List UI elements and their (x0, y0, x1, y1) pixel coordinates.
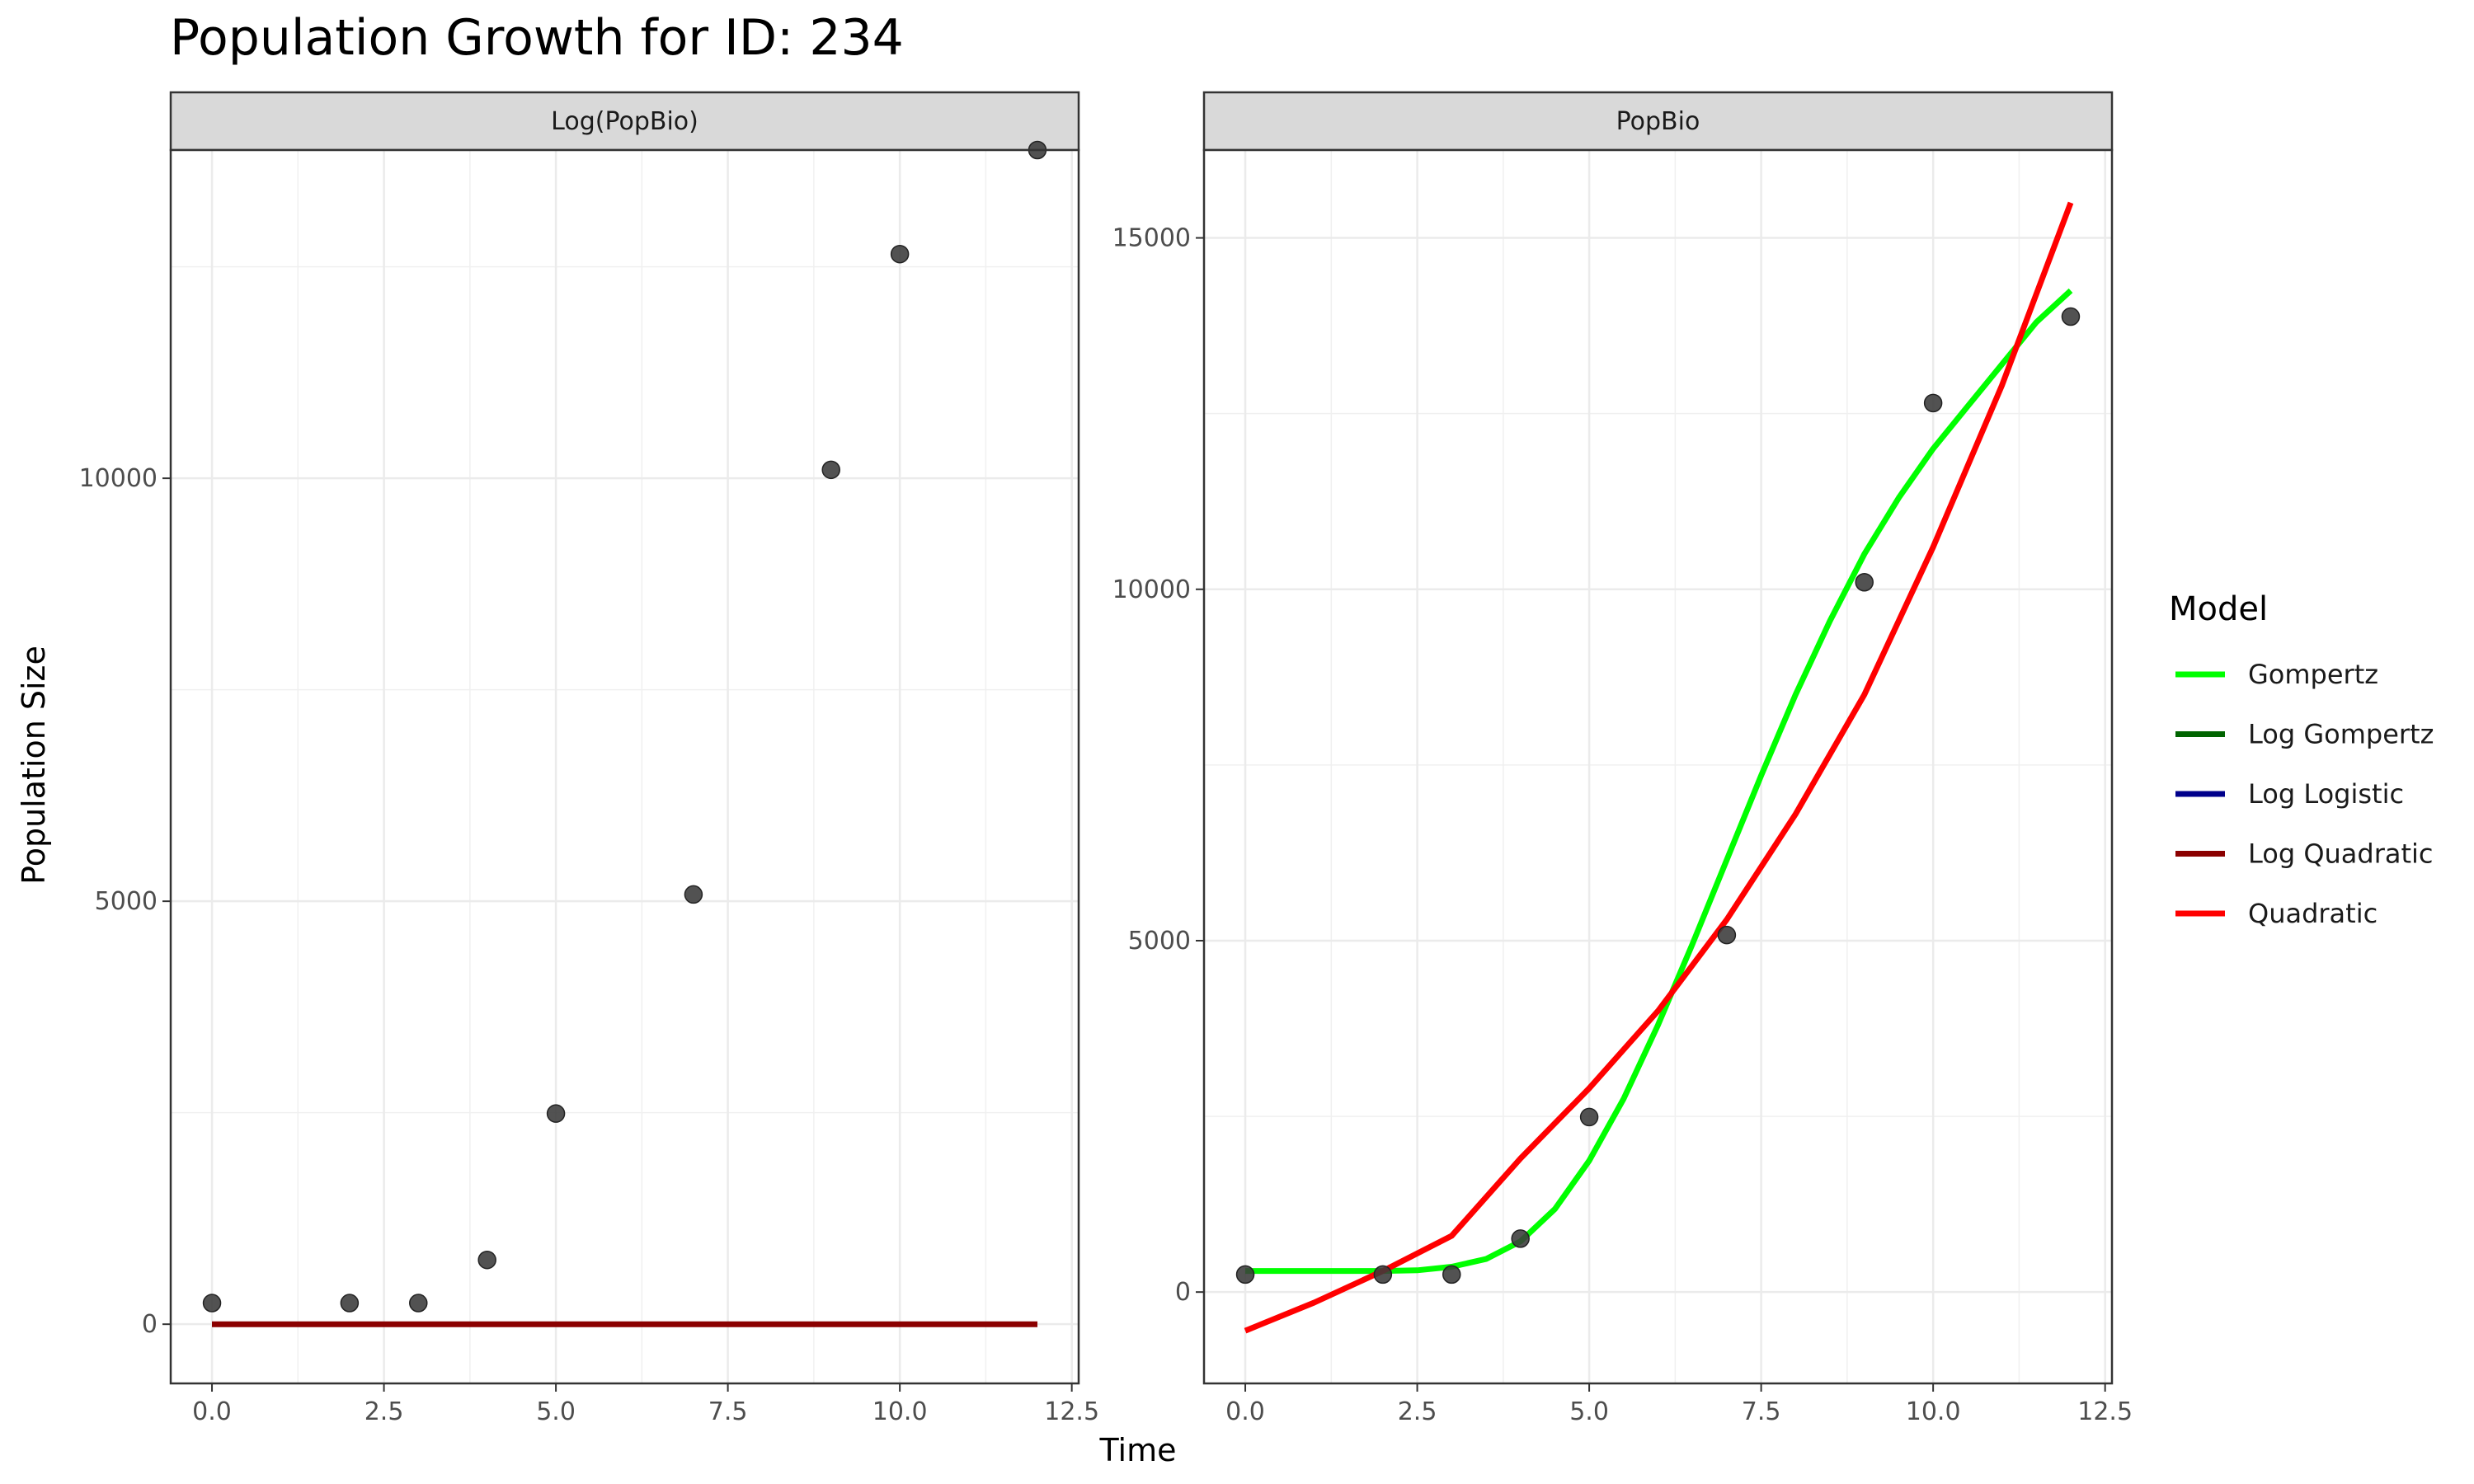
strip-label: PopBio (1616, 107, 1700, 136)
data-point (2061, 307, 2081, 326)
x-tick-label: 2.5 (365, 1397, 404, 1426)
panel-border (1202, 148, 2114, 1385)
panel-log-popbio: Log(PopBio) 0.0 2.5 5.0 7.5 10.0 12.5 0 5000 1000… (79, 91, 1099, 1426)
strip-background (1202, 91, 2114, 152)
legend: Model Gompertz Log Gompertz Log Logistic Lo… (2169, 590, 2434, 929)
y-tick-label: 0 (1175, 1278, 1191, 1307)
y-tick-label: 10000 (1112, 575, 1191, 604)
x-tick-label: 10.0 (872, 1397, 928, 1426)
data-point (684, 885, 703, 904)
y-tick-label: 5000 (1128, 927, 1191, 956)
data-point (1373, 1265, 1393, 1284)
data-point (202, 1294, 222, 1313)
y-axis-title: Population Size (16, 646, 52, 885)
strip-label: Log(PopBio) (551, 107, 698, 136)
legend-entry-label: Gompertz (2248, 659, 2378, 690)
x-axis-title: Time (1099, 1432, 1177, 1468)
x-tick-label: 0.0 (1225, 1397, 1265, 1426)
x-tick-label: 12.5 (2077, 1397, 2133, 1426)
x-tick-label: 2.5 (1398, 1397, 1437, 1426)
x-tick-label: 12.5 (1044, 1397, 1099, 1426)
x-tick-label: 5.0 (536, 1397, 576, 1426)
x-tick-label: 7.5 (708, 1397, 748, 1426)
legend-entry-label: Log Gompertz (2248, 719, 2434, 750)
y-tick-label: 0 (142, 1310, 158, 1339)
data-point (1579, 1107, 1599, 1127)
data-point (409, 1294, 428, 1313)
data-point (1855, 572, 1874, 592)
legend-entry-label: Quadratic (2248, 898, 2378, 929)
legend-title: Model (2169, 590, 2268, 628)
data-point (1511, 1229, 1530, 1248)
series-line-gompertz (1245, 288, 2073, 1275)
data-point (546, 1104, 566, 1123)
y-tick-label: 10000 (79, 464, 158, 493)
x-tick-label: 10.0 (1906, 1397, 1961, 1426)
data-point (1235, 1265, 1255, 1284)
panel-border (169, 148, 1080, 1385)
x-tick-label: 0.0 (192, 1397, 232, 1426)
data-point (477, 1250, 496, 1270)
panel-popbio: PopBio 0.0 2.5 5.0 7.5 10.0 12.5 0 5000 10000 1500… (1112, 91, 2133, 1426)
panel-background (1204, 150, 2112, 1383)
panel-background (171, 150, 1079, 1383)
x-tick-label: 5.0 (1569, 1397, 1609, 1426)
y-tick-label: 5000 (95, 887, 158, 916)
data-point (1717, 925, 1737, 945)
chart-title: Population Growth for ID: 234 (170, 9, 904, 67)
data-point (340, 1294, 360, 1313)
x-tick-label: 7.5 (1742, 1397, 1781, 1426)
legend-entry-label: Log Quadratic (2248, 838, 2434, 870)
legend-entry-label: Log Logistic (2248, 778, 2404, 810)
y-tick-label: 15000 (1112, 224, 1191, 253)
data-point (821, 460, 840, 480)
data-point (1442, 1265, 1461, 1284)
strip-background (169, 91, 1080, 152)
data-point (1923, 393, 1943, 413)
data-point (890, 244, 910, 264)
